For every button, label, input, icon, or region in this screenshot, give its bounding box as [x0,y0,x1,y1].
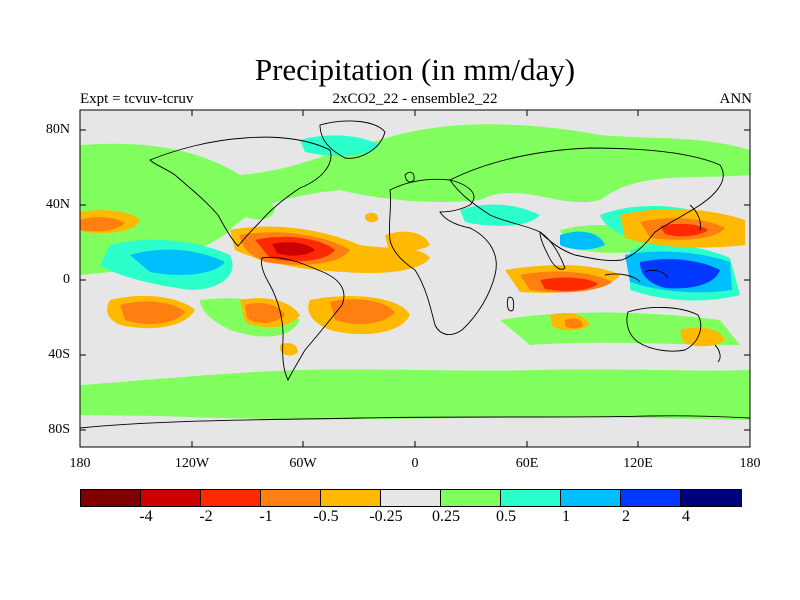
color-bar-segment [141,490,201,506]
season-label: ANN [719,91,753,107]
color-bar-segment [201,490,261,506]
color-bar-label: 2 [622,508,630,525]
plot-title: Precipitation (in mm/day) [254,52,576,87]
color-bar-segment [621,490,681,506]
axis-ticks [79,110,751,447]
color-bar-label: 1 [562,508,570,525]
lon-tick-label: 180 [69,456,91,471]
lon-tick-label: 120W [174,456,210,471]
color-bar-label: 4 [682,508,690,525]
lon-tick-label: 120E [623,456,653,471]
contour-2-4 [640,259,720,289]
color-bar-label: -4 [139,508,153,525]
contour-neg-2-4 [272,242,315,256]
color-bar-segment [561,490,621,506]
lon-tick-label: 0 [411,456,419,471]
color-bar-segment [261,490,321,506]
color-bar-segment [681,490,741,506]
color-bar [80,489,742,507]
color-bar-label: 0.5 [496,508,516,525]
experiment-label: Expt = tcvuv-tcruv [80,91,194,107]
color-bar-segment [321,490,381,506]
lon-tick-label: 180 [739,456,761,471]
color-bar-label: -0.25 [369,508,403,525]
lat-tick-label: 40S [48,347,70,362]
lat-tick-label: 80S [48,422,70,437]
color-bar-label: -1 [259,508,273,525]
lat-tick-label: 0 [63,272,70,287]
color-bar-segment [81,490,141,506]
case-label: 2xCO2_22 - ensemble2_22 [332,91,498,107]
color-bar-label: -0.5 [313,508,339,525]
coastlines [80,120,750,429]
color-bar-label: -2 [199,508,213,525]
lat-tick-label: 40N [45,197,70,212]
color-bar-label: 0.25 [432,508,460,525]
color-bar-segment [381,490,441,506]
lon-tick-label: 60E [515,456,539,471]
color-bar-segment [501,490,561,506]
lon-tick-label: 60W [289,456,317,471]
color-bar-segment [441,490,501,506]
lat-tick-label: 80N [45,122,70,137]
